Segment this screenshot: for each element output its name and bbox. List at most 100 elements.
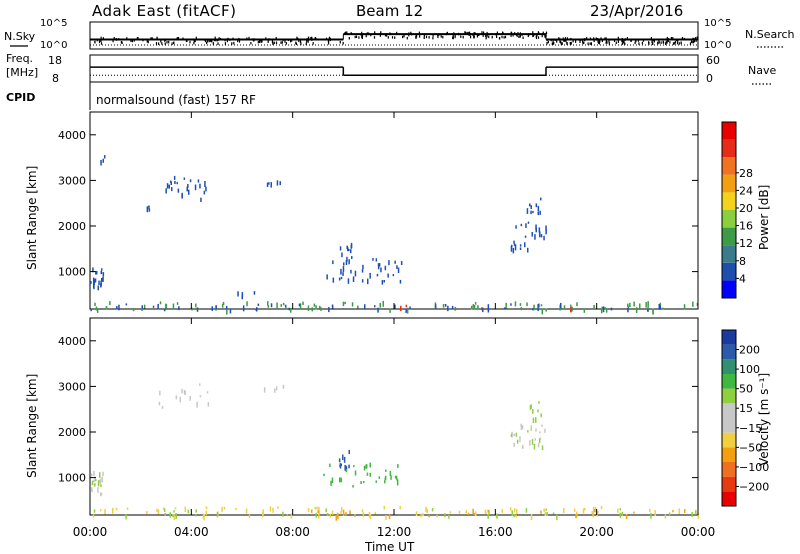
nsky-point <box>693 40 695 44</box>
velocity-cell <box>538 438 541 443</box>
velocity-cell <box>649 508 651 512</box>
nsky-point <box>211 39 213 43</box>
nsky-point <box>158 42 160 45</box>
nsky-point <box>160 40 162 43</box>
velocity-cell <box>92 514 95 518</box>
nsky-point <box>491 35 493 39</box>
nsky-point <box>552 40 554 43</box>
velocity-cell <box>484 509 487 513</box>
nsky-point <box>410 31 412 35</box>
nsky-point <box>597 40 599 43</box>
power-colorbar-tick-label: 12 <box>739 237 753 250</box>
nsky-point <box>590 42 592 45</box>
velocity-cell <box>563 508 565 514</box>
velocity-cell <box>509 507 512 511</box>
nsky-point <box>482 34 484 37</box>
power-cell <box>545 225 547 231</box>
velocity-cell <box>530 404 532 409</box>
velocity-cell <box>495 514 498 518</box>
power-cell <box>627 307 629 313</box>
velocity-cell <box>365 464 367 469</box>
power-cell <box>347 247 349 252</box>
nsky-point <box>126 37 128 40</box>
velocity-cell <box>582 508 585 514</box>
velocity-cell <box>175 395 178 400</box>
velocity-cell <box>592 506 595 513</box>
velocity-cell <box>342 454 344 460</box>
power-cell <box>397 267 400 273</box>
velocity-ylabel: Slant Range [km] <box>25 374 39 478</box>
nsky-point <box>173 41 175 45</box>
power-cell <box>378 263 381 267</box>
velocity-cell <box>510 433 513 437</box>
velocity-cell <box>125 514 127 520</box>
power-cell <box>100 283 102 287</box>
velocity-cell <box>654 510 656 516</box>
nsky-point <box>560 42 562 45</box>
power-colorbar-swatch <box>722 174 736 193</box>
power-cell <box>174 180 176 184</box>
power-cell <box>290 308 292 313</box>
power-cell <box>519 303 522 306</box>
power-cell <box>383 280 385 283</box>
nsky-point <box>572 39 574 43</box>
nsky-point <box>146 40 148 43</box>
nsky-point <box>423 36 425 39</box>
nsky-point <box>504 35 507 39</box>
power-cell <box>532 210 534 214</box>
velocity-cell <box>388 514 391 520</box>
nsky-point <box>403 34 405 38</box>
date-label: 23/Apr/2016 <box>590 2 684 20</box>
velocity-cell <box>196 401 198 408</box>
velocity-cell <box>317 510 319 513</box>
velocity-cell <box>366 472 369 476</box>
velocity-cell <box>390 475 392 480</box>
velocity-cell <box>576 511 578 518</box>
power-cell <box>470 305 473 310</box>
power-cell <box>270 303 273 308</box>
nsky-point <box>161 42 163 45</box>
nsky-point <box>535 35 537 38</box>
power-ytick-label: 3000 <box>58 174 86 187</box>
nsky-point <box>212 42 214 45</box>
velocity-cell <box>360 481 362 484</box>
nsky-point <box>260 40 262 43</box>
velocity-cell <box>169 512 171 518</box>
velocity-cell <box>515 432 518 437</box>
power-cell <box>101 278 103 282</box>
power-panel: 1000 2000 3000 4000 Slant Range [km] <box>25 111 699 315</box>
power-cell <box>189 179 192 183</box>
nsky-point <box>312 42 314 45</box>
velocity-cell <box>263 387 266 393</box>
nsky-point <box>462 35 464 39</box>
power-cell <box>96 309 99 313</box>
power-cell <box>177 188 180 193</box>
velocity-cell <box>262 512 264 518</box>
nsky-point <box>361 31 363 35</box>
nsky-point <box>231 42 233 45</box>
power-cell <box>92 277 95 284</box>
velocity-colorbar-tick-label: −15 <box>739 422 762 435</box>
velocity-cell <box>315 512 317 518</box>
velocity-cell <box>157 509 160 515</box>
nsky-point <box>437 35 439 39</box>
velocity-cell <box>316 506 318 510</box>
nsky-point <box>284 40 286 43</box>
velocity-cell <box>395 475 398 480</box>
velocity-cell <box>431 508 434 512</box>
power-axis-ticks: 1000 2000 3000 4000 <box>58 112 699 309</box>
velocity-colorbar-label: Velocity [m s⁻¹] <box>757 373 771 466</box>
nsky-point <box>226 39 228 43</box>
velocity-cell <box>195 509 197 513</box>
velocity-cell <box>394 475 397 479</box>
velocity-cell <box>513 433 515 437</box>
power-cell <box>197 179 200 183</box>
power-cell <box>519 244 522 247</box>
power-cell <box>166 183 169 189</box>
nsky-point <box>512 34 514 37</box>
velocity-cell <box>199 383 201 386</box>
velocity-cell <box>91 473 93 477</box>
nsky-point <box>396 31 398 35</box>
power-cell <box>345 260 348 265</box>
